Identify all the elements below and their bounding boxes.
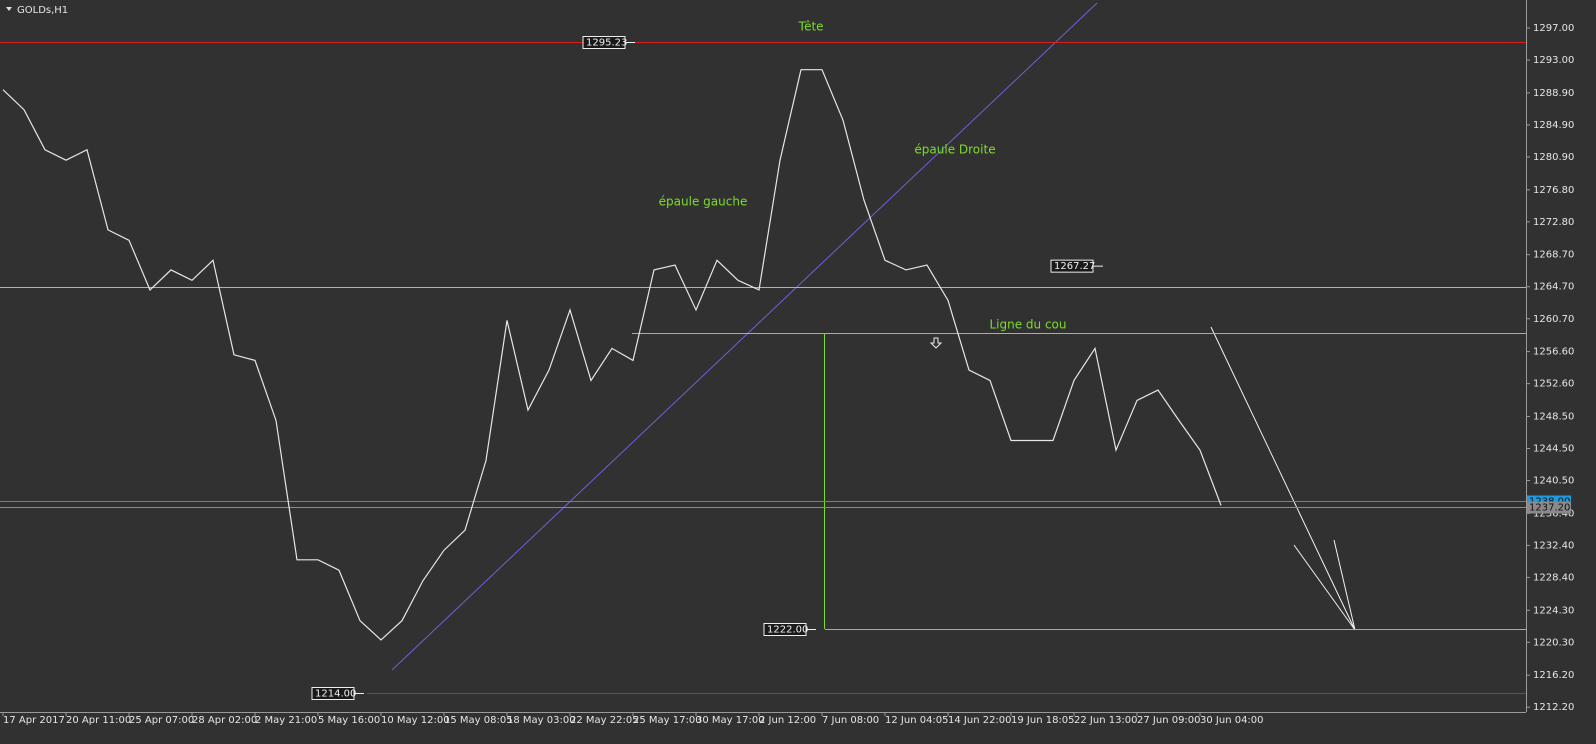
arrow-shaft [1210, 326, 1356, 631]
y-tick-label: 1252.60 [1533, 379, 1574, 390]
pattern-annotation: Tête [797, 20, 823, 34]
pattern-annotation: épaule gauche [659, 195, 748, 209]
x-tick-label: 25 Apr 07:00 [129, 715, 194, 726]
trend-line [391, 2, 1098, 671]
y-tick-label: 1260.70 [1533, 314, 1574, 325]
y-tick-label: 1232.40 [1533, 540, 1574, 551]
price-tag-label: 1267.27 [1054, 261, 1095, 272]
y-tick-label: 1293.00 [1533, 55, 1574, 66]
y-tick-label: 1236.40 [1533, 508, 1574, 519]
price-tag-label: 1222.00 [767, 625, 808, 636]
y-tick-label: 1272.80 [1533, 217, 1574, 228]
x-tick-label: 19 Jun 18:05 [1011, 715, 1075, 726]
axis-price-tag-label: 1237.20 [1529, 503, 1570, 514]
symbol-menu-icon[interactable] [6, 7, 12, 11]
pattern-annotation: épaule Droite [914, 143, 995, 157]
y-tick-label: 1228.40 [1533, 572, 1574, 583]
x-tick-label: 25 May 17:00 [633, 715, 702, 726]
pattern-annotation: Ligne du cou [989, 318, 1066, 332]
axis-price-tag [1527, 501, 1571, 514]
y-tick-label: 1216.20 [1533, 670, 1574, 681]
arrow-head [1293, 544, 1356, 631]
y-tick-label: 1268.70 [1533, 250, 1574, 261]
x-tick-label: 30 May 17:00 [696, 715, 765, 726]
y-tick-label: 1256.60 [1533, 347, 1574, 358]
x-tick-label: 22 May 22:05 [570, 715, 639, 726]
price-tag-label: 1295.23 [586, 38, 627, 49]
y-tick-label: 1264.70 [1533, 282, 1574, 293]
chart-title: GOLDs,H1 [17, 5, 68, 16]
y-tick-label: 1240.50 [1533, 476, 1574, 487]
y-tick-label: 1248.50 [1533, 411, 1574, 422]
y-tick-label: 1220.30 [1533, 637, 1574, 648]
x-tick-label: 2 Jun 12:00 [759, 715, 816, 726]
x-tick-label: 17 Apr 2017 [3, 715, 65, 726]
x-tick-label: 12 Jun 04:05 [885, 715, 949, 726]
x-tick-label: 27 Jun 09:00 [1137, 715, 1201, 726]
x-tick-label: 10 May 12:00 [381, 715, 450, 726]
x-tick-label: 22 Jun 13:00 [1074, 715, 1138, 726]
y-tick-label: 1276.80 [1533, 185, 1574, 196]
x-tick-label: 28 Apr 02:00 [192, 715, 257, 726]
x-tick-label: 7 Jun 08:00 [822, 715, 879, 726]
y-tick-label: 1244.50 [1533, 444, 1574, 455]
projection-arrow [1210, 326, 1356, 631]
x-tick-label: 2 May 21:00 [255, 715, 317, 726]
y-tick-label: 1224.30 [1533, 605, 1574, 616]
price-line [2, 69, 1222, 641]
y-tick-label: 1280.90 [1533, 152, 1574, 163]
x-tick-label: 5 May 16:00 [318, 715, 380, 726]
x-tick-label: 30 Jun 04:00 [1200, 715, 1264, 726]
x-tick-label: 14 Jun 22:00 [948, 715, 1012, 726]
y-tick-label: 1212.20 [1533, 702, 1574, 713]
y-tick-label: 1288.90 [1533, 88, 1574, 99]
x-tick-label: 20 Apr 11:00 [66, 715, 131, 726]
price-tag-label: 1214.00 [315, 689, 356, 700]
sell-arrow-icon [929, 337, 943, 349]
x-tick-label: 18 May 03:00 [507, 715, 576, 726]
y-tick-label: 1297.00 [1533, 23, 1574, 34]
x-tick-label: 15 May 08:05 [444, 715, 513, 726]
y-tick-label: 1284.90 [1533, 120, 1574, 131]
arrow-head [1333, 539, 1356, 631]
